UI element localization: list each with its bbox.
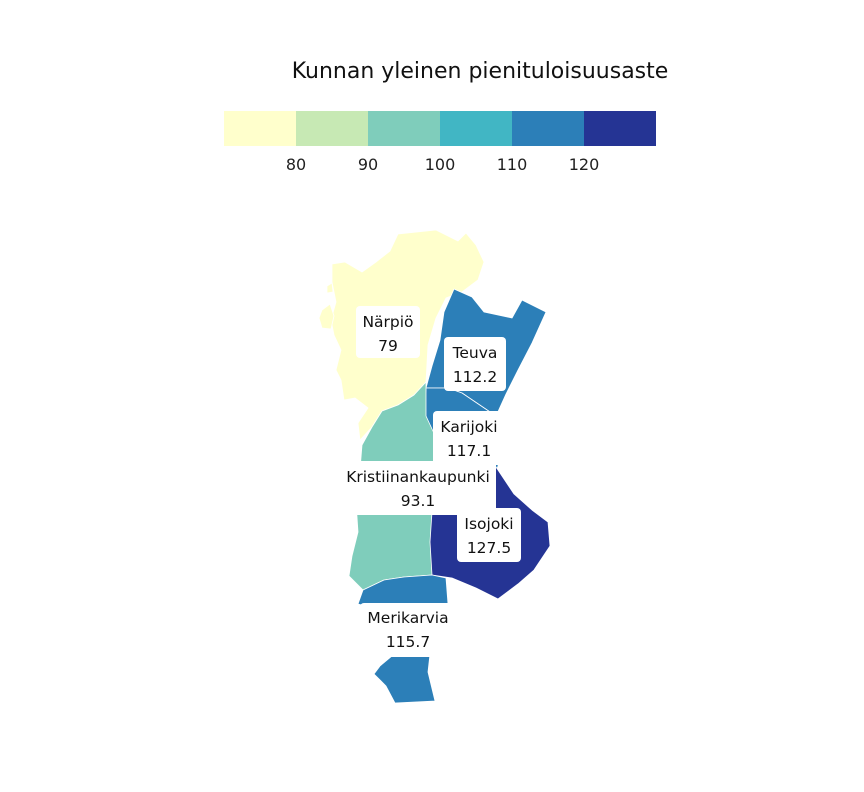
region-narpio-islet	[326, 282, 334, 294]
municipality-value: 112.2	[453, 368, 497, 386]
municipality-value: 93.1	[401, 492, 436, 510]
label-merikarvia: Merikarvia 115.7	[360, 603, 456, 657]
legend-title: Kunnan yleinen pienituloisuusaste	[292, 59, 669, 84]
legend-tick-80: 80	[286, 155, 306, 174]
legend-bin-3	[368, 111, 440, 146]
label-box	[360, 603, 456, 657]
municipality-value: 127.5	[467, 539, 511, 557]
label-teuva: Teuva 112.2	[444, 337, 506, 391]
municipality-value: 117.1	[447, 442, 491, 460]
legend-bin-5	[512, 111, 584, 146]
legend-bin-4	[440, 111, 512, 146]
municipality-value: 115.7	[386, 633, 430, 651]
legend-tick-100: 100	[425, 155, 456, 174]
region-narpio-island	[318, 303, 335, 330]
municipality-labels: Närpiö 79 Teuva 112.2 Karijoki 117.1 Kri…	[340, 306, 521, 657]
label-box	[433, 411, 505, 465]
municipality-name: Kristiinankaupunki	[346, 468, 490, 486]
legend-tick-110: 110	[497, 155, 528, 174]
municipality-name: Närpiö	[362, 313, 413, 331]
legend-bin-6	[584, 111, 656, 146]
label-box	[356, 306, 420, 358]
label-box	[444, 337, 506, 391]
municipality-name: Teuva	[452, 344, 498, 362]
legend-bin-2	[296, 111, 368, 146]
legend: Kunnan yleinen pienituloisuusaste 80 90 …	[224, 59, 668, 174]
region-merikarvia-south	[373, 653, 436, 704]
label-box	[457, 508, 521, 562]
label-narpio: Närpiö 79	[356, 306, 420, 358]
municipality-value: 79	[378, 337, 398, 355]
label-box	[340, 461, 496, 515]
label-kristiinankaupunki: Kristiinankaupunki 93.1	[340, 461, 496, 515]
legend-tick-90: 90	[358, 155, 378, 174]
legend-bin-1	[224, 111, 296, 146]
municipality-name: Karijoki	[440, 418, 497, 436]
label-karijoki: Karijoki 117.1	[433, 411, 505, 465]
legend-tick-120: 120	[569, 155, 600, 174]
municipality-name: Isojoki	[464, 515, 513, 533]
label-isojoki: Isojoki 127.5	[457, 508, 521, 562]
municipality-name: Merikarvia	[367, 609, 448, 627]
